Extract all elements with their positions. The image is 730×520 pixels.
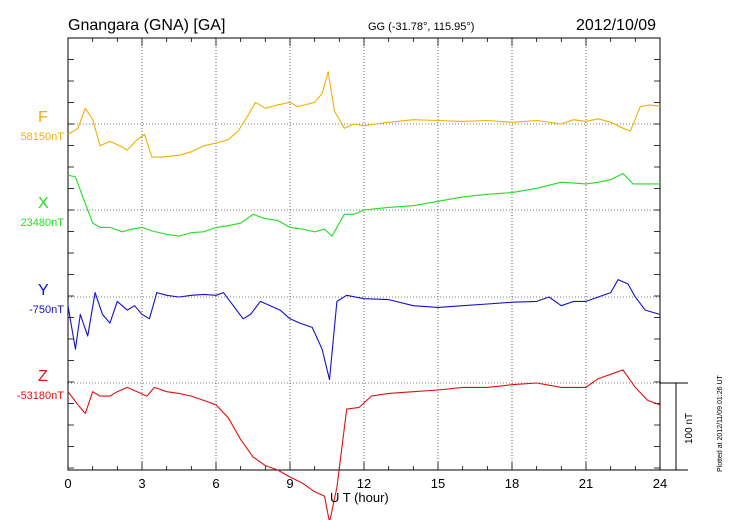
- plotted-at-note: Plotted at 2012/11/09 01:26 UT: [717, 375, 724, 472]
- series-baseline-x: 23480nT: [21, 217, 65, 229]
- x-axis-label: U T (hour): [330, 490, 389, 505]
- series-name-x: X: [38, 195, 49, 212]
- x-axis-ticks: 0 3 6 9 12 15 18 21 24: [64, 38, 667, 491]
- x-tick-label: 9: [286, 476, 293, 491]
- x-tick-label: 24: [653, 476, 667, 491]
- coordinates-label: GG (-31.78°, 115.95°): [368, 21, 474, 33]
- series-baseline-f: 58150nT: [21, 131, 65, 143]
- series-name-z: Z: [38, 368, 48, 385]
- series-line-x: [67, 172, 660, 237]
- series-line-y: [67, 279, 661, 381]
- series-name-y: Y: [38, 282, 49, 299]
- date-label: 2012/10/09: [576, 17, 656, 34]
- baseline-labels: F 58150nT X 23480nT Y -750nT Z -53180nT: [17, 109, 64, 402]
- x-tick-label: 3: [138, 476, 145, 491]
- x-tick-label: 18: [505, 476, 519, 491]
- x-tick-label: 0: [64, 476, 71, 491]
- scale-bar-label: 100 nT: [684, 413, 695, 444]
- series-line-z: [67, 369, 661, 520]
- x-tick-label: 21: [579, 476, 593, 491]
- series-line-f: [67, 71, 661, 158]
- x-tick-label: 6: [212, 476, 219, 491]
- x-tick-label: 12: [357, 476, 371, 491]
- series-baseline-y: -750nT: [29, 304, 64, 316]
- plot-grid: [68, 38, 660, 470]
- series-baseline-z: -53180nT: [17, 390, 64, 402]
- station-title: Gnangara (GNA) [GA]: [68, 17, 225, 34]
- series-name-f: F: [38, 109, 48, 126]
- series-lines: [67, 71, 661, 520]
- scale-bar: 100 nT: [660, 382, 695, 471]
- x-tick-label: 15: [431, 476, 445, 491]
